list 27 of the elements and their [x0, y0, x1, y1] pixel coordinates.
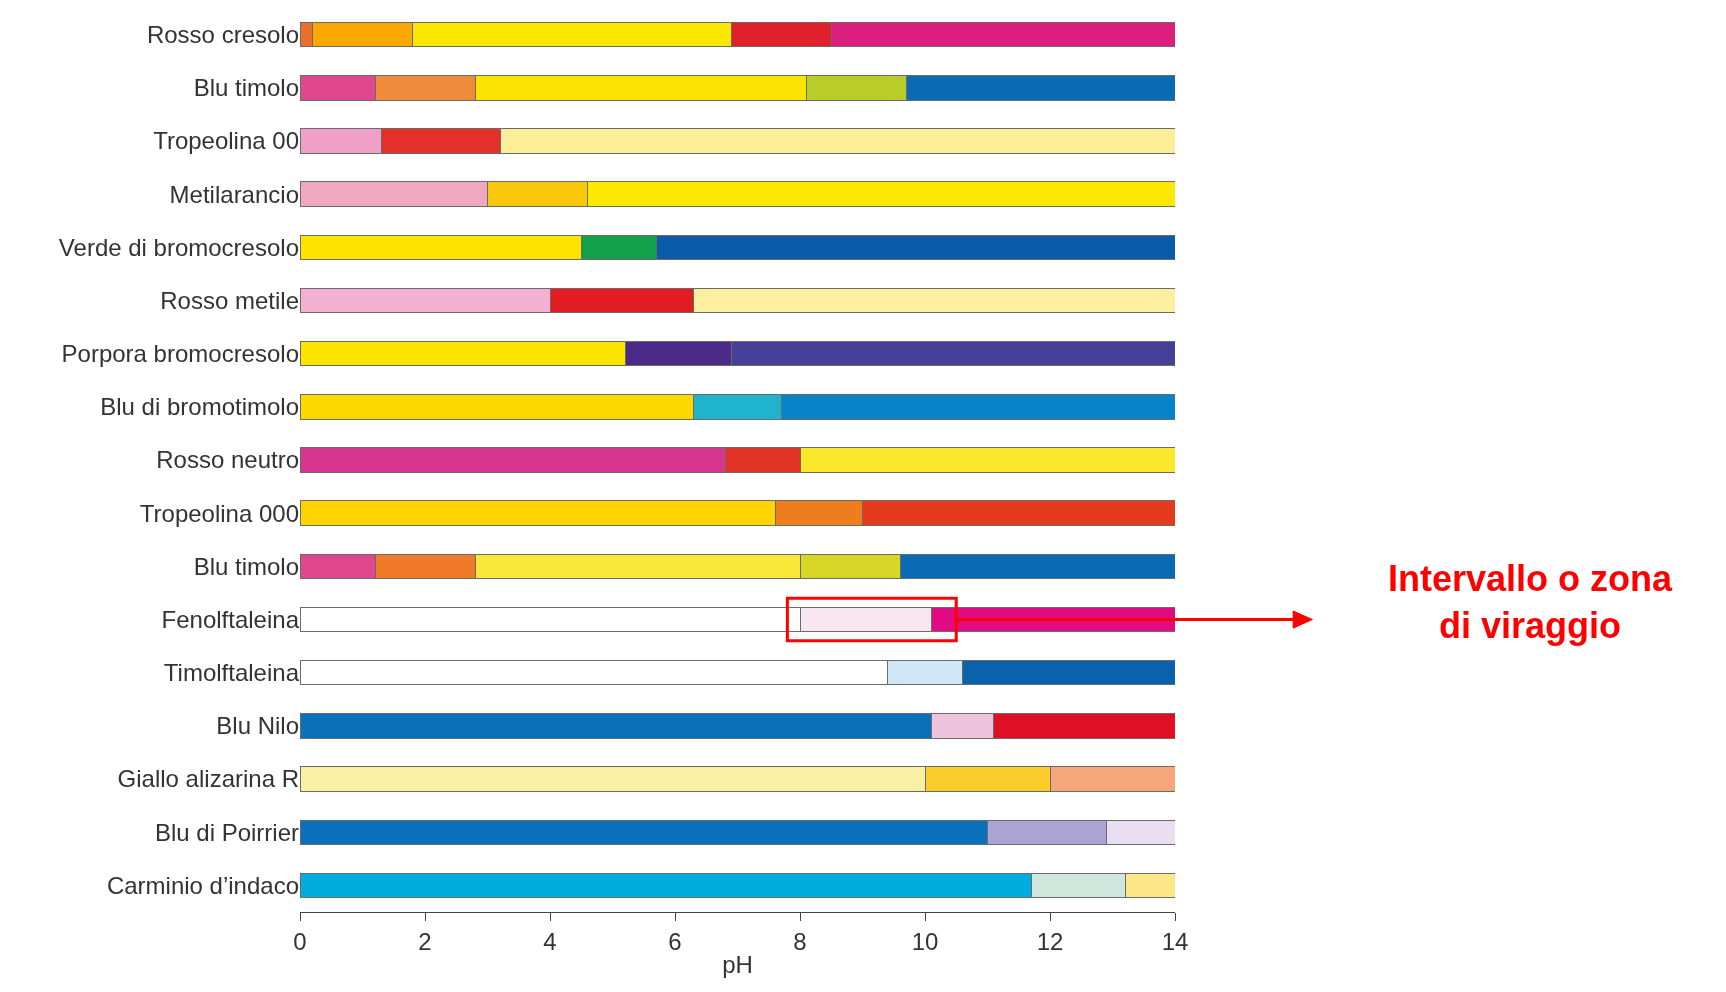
x-tick-label: 0 — [293, 927, 307, 955]
y-tick-label: Giallo alizarina R — [117, 765, 299, 793]
x-tick-label: 2 — [418, 927, 432, 955]
y-tick-label: Rosso cresolo — [146, 20, 299, 48]
y-tick-label: Tropeolina 00 — [153, 127, 299, 155]
y-tick-label: Porpora bromocresolo — [61, 340, 299, 368]
y-tick-label: Blu Nilo — [216, 712, 299, 740]
x-tick-label: 4 — [543, 927, 557, 955]
y-tick-label: Blu di Poirrier — [154, 818, 300, 846]
y-tick-label: Fenolftaleina — [161, 605, 300, 633]
text: Intervallo o zona di viraggio — [1388, 558, 1674, 646]
y-tick-label: Tropeolina 000 — [139, 499, 299, 527]
y-tick-label: Rosso neutro — [156, 446, 299, 474]
y-tick-label: Timolftaleina — [163, 659, 300, 687]
y-tick-label: Blu timolo — [193, 552, 299, 580]
y-tick-label: Carminio d’indaco — [106, 871, 299, 899]
x-tick-label: 6 — [668, 927, 682, 955]
x-tick-label: 8 — [793, 927, 807, 955]
y-tick-label: Verde di bromocresolo — [58, 233, 299, 261]
x-axis-title: pH — [722, 951, 753, 979]
y-tick-label: Metilarancio — [169, 180, 299, 208]
y-tick-label: Blu timolo — [193, 74, 299, 102]
x-tick-label: 14 — [1161, 927, 1189, 955]
x-tick-label: 12 — [1036, 927, 1064, 955]
y-tick-label: Rosso metile — [160, 286, 299, 314]
x-tick-label: 10 — [911, 927, 939, 955]
y-tick-label: Blu di bromotimolo — [100, 393, 299, 421]
